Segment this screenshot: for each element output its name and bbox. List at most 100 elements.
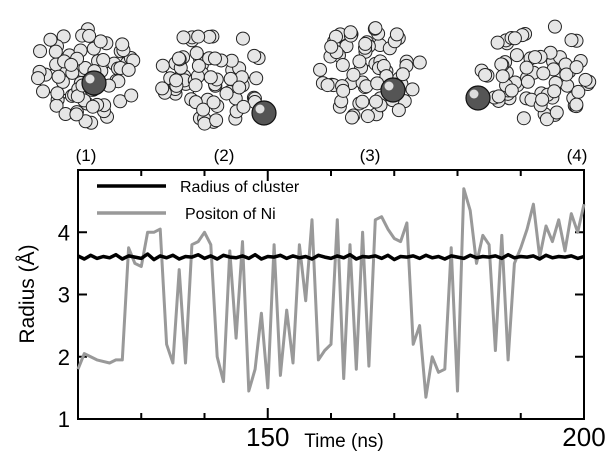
ni-atom-highlight	[85, 74, 95, 84]
atom	[36, 84, 51, 99]
atom	[155, 81, 170, 96]
ni-atom-highlight	[469, 89, 479, 99]
atom	[191, 58, 206, 73]
atom	[188, 78, 203, 93]
atom	[121, 62, 136, 77]
y-axis-title: Radius (Å)	[16, 244, 39, 343]
atom	[50, 86, 65, 101]
y-tick-label: 2	[58, 345, 70, 370]
y-tick-label: 4	[58, 220, 70, 245]
atom	[335, 58, 350, 73]
atom	[96, 52, 111, 67]
atom	[343, 25, 358, 40]
atom	[569, 97, 584, 112]
atom	[494, 57, 509, 72]
atom	[395, 67, 410, 82]
cluster-snapshot-3	[313, 21, 427, 125]
legend-label-ni: Positon of Ni	[185, 206, 276, 223]
atom	[56, 29, 71, 44]
series-layer	[76, 187, 586, 399]
atom	[196, 102, 211, 117]
atom	[51, 69, 66, 84]
atom	[495, 69, 510, 84]
atom	[115, 37, 130, 52]
atom	[82, 28, 97, 43]
series-line-ni	[76, 187, 586, 399]
atom	[491, 89, 506, 104]
atom	[539, 112, 554, 127]
atom	[171, 51, 186, 66]
atom	[209, 113, 224, 128]
ni-atom	[251, 100, 277, 126]
atom	[391, 103, 406, 118]
atom	[219, 86, 234, 101]
plot-frame	[77, 169, 585, 420]
atom	[516, 111, 531, 126]
atom	[320, 78, 335, 93]
snapshot-label-4: (4)	[567, 146, 588, 165]
atom	[360, 109, 375, 124]
atom	[249, 71, 264, 86]
atom	[189, 46, 204, 61]
atom	[368, 21, 383, 36]
atom	[223, 71, 238, 86]
atom	[207, 51, 222, 66]
atom	[507, 31, 522, 46]
atom	[232, 80, 247, 95]
axis-ticks: 1 2 3 4 150 200	[58, 170, 606, 451]
x-axis-title: Time (ns)	[304, 431, 384, 451]
atom	[236, 99, 251, 114]
x-tick-label: 150	[246, 422, 289, 451]
ni-atom-highlight	[255, 104, 265, 114]
atom	[64, 57, 79, 72]
atom	[85, 99, 100, 114]
atom	[405, 82, 420, 97]
legend: Radius of cluster Positon of Ni	[97, 179, 300, 223]
atom	[519, 60, 534, 75]
atom	[536, 66, 551, 81]
atom	[571, 84, 586, 99]
atom	[535, 92, 550, 107]
atom	[564, 33, 579, 48]
ni-atom	[380, 77, 406, 103]
atom	[31, 71, 46, 86]
cluster-snapshot-1	[31, 22, 141, 130]
atom	[235, 31, 250, 46]
atom	[176, 30, 191, 45]
atom	[355, 94, 370, 109]
ni-atom-highlight	[384, 81, 394, 91]
atom	[520, 74, 535, 89]
atom	[547, 19, 562, 34]
atom	[358, 36, 373, 51]
atom	[578, 72, 593, 87]
x-tick-label: 200	[562, 422, 605, 451]
atom	[547, 84, 562, 99]
atom	[344, 110, 359, 125]
atom	[389, 27, 404, 42]
snapshot-label-3: (3)	[360, 146, 381, 165]
y-tick-label: 3	[58, 283, 70, 308]
atom	[48, 44, 63, 59]
atom	[352, 54, 367, 69]
atom	[155, 58, 170, 73]
snapshot-label-2: (2)	[214, 146, 235, 165]
atom	[191, 29, 206, 44]
snapshot-label-1: (1)	[76, 146, 97, 165]
ni-atom	[465, 85, 491, 111]
atom	[490, 35, 505, 50]
atom	[197, 116, 212, 131]
atom	[206, 95, 221, 110]
ni-atom	[81, 70, 107, 96]
atom	[33, 44, 48, 59]
atom	[549, 105, 564, 120]
atom	[324, 39, 339, 54]
atom	[528, 50, 543, 65]
atom	[93, 34, 108, 49]
atom	[504, 83, 519, 98]
cluster-snapshots	[31, 19, 597, 131]
y-tick-label: 1	[58, 407, 70, 432]
atom	[169, 73, 184, 88]
atom	[313, 62, 328, 77]
atom	[412, 55, 427, 70]
snapshot-labels: (1) (2) (3) (4)	[76, 146, 588, 165]
